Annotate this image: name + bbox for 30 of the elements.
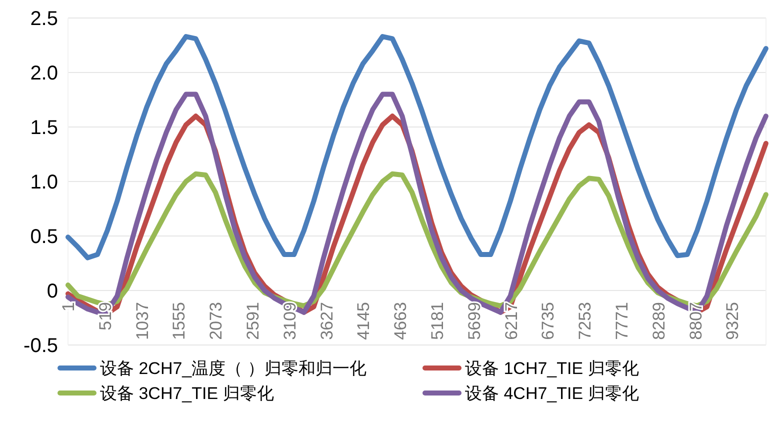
x-tick-label: 6735 [538, 302, 558, 340]
legend-label: 设备 1CH7_TIE 归零化 [465, 359, 639, 378]
y-tick-label: -0.5 [24, 335, 58, 357]
legend-label: 设备 3CH7_TIE 归零化 [100, 384, 274, 403]
y-tick-label: 0 [46, 280, 58, 302]
x-tick-label: 1555 [170, 302, 189, 340]
y-tick-label: 1.0 [30, 172, 58, 194]
x-tick-label: 2591 [243, 302, 262, 340]
x-tick-label: 3627 [317, 302, 336, 340]
y-tick-label: 1.5 [30, 117, 58, 139]
x-tick-label: 5181 [428, 302, 447, 340]
x-tick-label: 2073 [206, 302, 226, 340]
x-tick-label: 519 [96, 302, 115, 330]
x-tick-label: 4663 [391, 302, 410, 340]
x-tick-label: 6217 [502, 302, 521, 340]
x-tick-label: 5699 [464, 302, 484, 340]
x-tick-label: 8289 [649, 302, 668, 340]
legend-label: 设备 2CH7_温度（ ）归零和归一化 [100, 359, 366, 378]
y-tick-label: 2.5 [30, 8, 58, 30]
y-tick-label: 0.5 [30, 226, 58, 248]
legend-label: 设备 4CH7_TIE 归零化 [465, 384, 639, 403]
y-tick-label: 2.0 [30, 62, 58, 84]
x-tick-label: 8807 [686, 302, 706, 340]
x-tick-label: 7771 [612, 302, 632, 340]
x-tick-label: 7253 [576, 302, 595, 340]
x-tick-label: 1 [59, 302, 78, 312]
x-tick-label: 3109 [280, 302, 300, 340]
x-tick-label: 9325 [723, 302, 742, 340]
x-tick-label: 1037 [132, 302, 152, 340]
x-tick-label: 4145 [354, 302, 374, 340]
